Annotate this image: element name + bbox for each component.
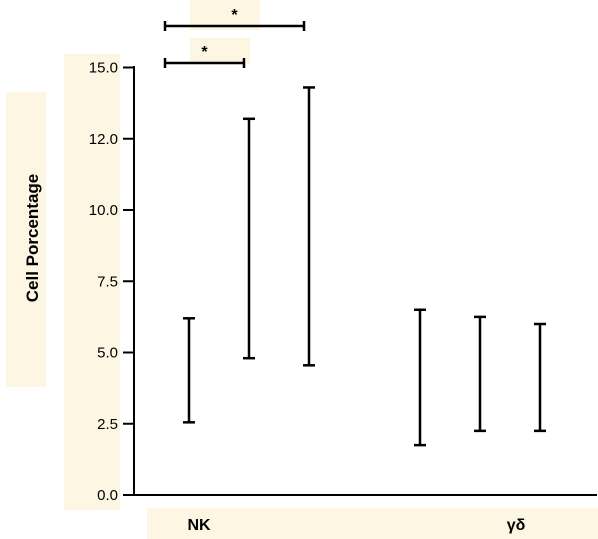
y-tick-label: 12.0 xyxy=(89,131,118,148)
y-ticks: 0.0 2.5 5.0 7.5 10.0 12.0 15.0 xyxy=(89,60,134,504)
significance-bracket: * xyxy=(163,7,306,31)
y-tick-label: 2.5 xyxy=(97,416,118,433)
y-tick-label: 15.0 xyxy=(89,60,118,77)
y-tick-label: 0.0 xyxy=(97,487,118,504)
category-label: NK xyxy=(187,517,211,534)
error-bar xyxy=(303,86,315,367)
significance-label: * xyxy=(231,7,238,24)
yticks-background xyxy=(64,54,120,510)
y-tick-label: 5.0 xyxy=(97,345,118,362)
y-tick-label: 7.5 xyxy=(97,273,118,290)
y-axis-label: Cell Porcentage xyxy=(23,174,42,303)
significance-markers: ** xyxy=(163,7,306,68)
error-bar xyxy=(414,308,426,447)
error-bar xyxy=(474,315,486,433)
category-label: γδ xyxy=(507,517,526,534)
category-labels: NK γδ xyxy=(187,517,525,534)
y-tick-label: 10.0 xyxy=(89,202,118,219)
error-bars xyxy=(183,86,546,447)
ylabel-background xyxy=(6,92,46,387)
sig-background-2 xyxy=(190,38,250,63)
significance-label: * xyxy=(201,44,208,61)
axes xyxy=(133,66,597,496)
error-bar xyxy=(183,317,195,424)
error-bar xyxy=(243,117,255,360)
significance-bracket: * xyxy=(163,44,246,68)
error-bar xyxy=(534,322,546,433)
xlabels-background xyxy=(147,508,598,539)
